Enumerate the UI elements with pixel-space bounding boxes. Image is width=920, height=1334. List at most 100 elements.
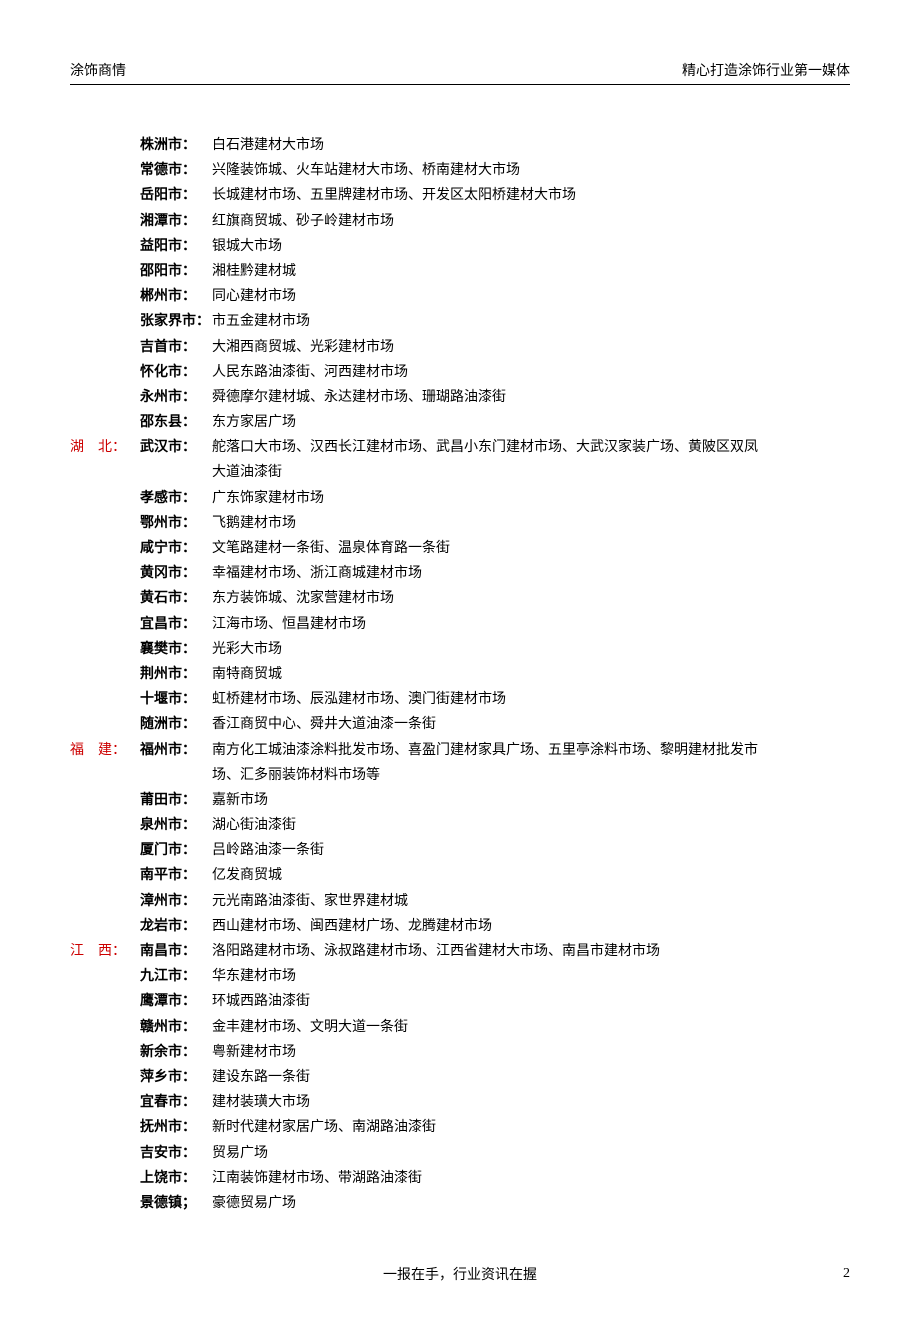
markets-text: 广东饰家建材市场 bbox=[212, 486, 850, 511]
markets-text: 银城大市场 bbox=[212, 234, 850, 259]
markets-text: 红旗商贸城、砂子岭建材市场 bbox=[212, 209, 850, 234]
entry-row: 占新余市：粤新建材市场 bbox=[70, 1040, 850, 1065]
entry-row: 占邵东县：东方家居广场 bbox=[70, 410, 850, 435]
entry-row: 福 建：福州市：南方化工城油漆涂料批发市场、喜盈门建材家具广场、五里亭涂料市场、… bbox=[70, 738, 850, 763]
province-label: 湖 北： bbox=[70, 435, 140, 460]
entry-row: 占宜春市：建材装璜大市场 bbox=[70, 1090, 850, 1115]
city-label: 武汉市： bbox=[140, 435, 212, 460]
city-label: 永州市： bbox=[140, 385, 212, 410]
city-label: 新余市： bbox=[140, 1040, 212, 1065]
city-label: 鄂州市： bbox=[140, 511, 212, 536]
entry-row: 占吉首市：大湘西商贸城、光彩建材市场 bbox=[70, 335, 850, 360]
markets-text: 东方家居广场 bbox=[212, 410, 850, 435]
markets-text: 亿发商贸城 bbox=[212, 863, 850, 888]
entry-row: 占厦门市：吕岭路油漆一条街 bbox=[70, 838, 850, 863]
page-number: 2 bbox=[810, 1266, 850, 1282]
page-header: 涂饰商情 精心打造涂饰行业第一媒体 bbox=[70, 60, 850, 85]
entry-row: 占郴州市：同心建材市场 bbox=[70, 284, 850, 309]
city-label: 邵东县： bbox=[140, 410, 212, 435]
city-label: 上饶市： bbox=[140, 1166, 212, 1191]
entry-row: 占湘潭市：红旗商贸城、砂子岭建材市场 bbox=[70, 209, 850, 234]
markets-text: 吕岭路油漆一条街 bbox=[212, 838, 850, 863]
markets-text: 长城建材市场、五里牌建材市场、开发区太阳桥建材大市场 bbox=[212, 183, 850, 208]
city-label: 福州市： bbox=[140, 738, 212, 763]
entry-row-continuation: 场、汇多丽装饰材料市场等 bbox=[70, 763, 850, 788]
city-label: 荆州市： bbox=[140, 662, 212, 687]
province-label: 福 建： bbox=[70, 738, 140, 763]
city-label: 黄石市： bbox=[140, 586, 212, 611]
city-label: 赣州市： bbox=[140, 1015, 212, 1040]
markets-text: 白石港建材大市场 bbox=[212, 133, 850, 158]
province-label: 江 西： bbox=[70, 939, 140, 964]
markets-text: 同心建材市场 bbox=[212, 284, 850, 309]
markets-text: 建材装璜大市场 bbox=[212, 1090, 850, 1115]
entry-row: 江 西：南昌市：洛阳路建材市场、泳叔路建材市场、江西省建材大市场、南昌市建材市场 bbox=[70, 939, 850, 964]
entry-row: 占株洲市：白石港建材大市场 bbox=[70, 133, 850, 158]
entry-row: 占莆田市：嘉新市场 bbox=[70, 788, 850, 813]
city-label: 景德镇； bbox=[140, 1191, 212, 1216]
document-body: 占株洲市：白石港建材大市场占常德市：兴隆装饰城、火车站建材大市场、桥南建材大市场… bbox=[70, 133, 850, 1216]
city-label: 孝感市： bbox=[140, 486, 212, 511]
markets-text: 文笔路建材一条街、温泉体育路一条街 bbox=[212, 536, 850, 561]
entry-row: 占吉安市：贸易广场 bbox=[70, 1141, 850, 1166]
city-label: 怀化市： bbox=[140, 360, 212, 385]
city-label: 随洲市： bbox=[140, 712, 212, 737]
markets-text: 大湘西商贸城、光彩建材市场 bbox=[212, 335, 850, 360]
entry-row: 占泉州市：湖心街油漆街 bbox=[70, 813, 850, 838]
city-label: 襄樊市： bbox=[140, 637, 212, 662]
entry-row: 占萍乡市：建设东路一条街 bbox=[70, 1065, 850, 1090]
city-label: 宜昌市： bbox=[140, 612, 212, 637]
markets-text: 舜德摩尔建材城、永达建材市场、珊瑚路油漆街 bbox=[212, 385, 850, 410]
entry-row: 占张家界市：市五金建材市场 bbox=[70, 309, 850, 334]
markets-text: 东方装饰城、沈家营建材市场 bbox=[212, 586, 850, 611]
markets-text: 金丰建材市场、文明大道一条街 bbox=[212, 1015, 850, 1040]
entry-row: 占邵阳市：湘桂黔建材城 bbox=[70, 259, 850, 284]
entry-row: 占益阳市：银城大市场 bbox=[70, 234, 850, 259]
city-label: 咸宁市： bbox=[140, 536, 212, 561]
entry-row: 占宜昌市：江海市场、恒昌建材市场 bbox=[70, 612, 850, 637]
city-label: 邵阳市： bbox=[140, 259, 212, 284]
document-page: 涂饰商情 精心打造涂饰行业第一媒体 占株洲市：白石港建材大市场占常德市：兴隆装饰… bbox=[0, 0, 920, 1334]
entry-row: 占黄冈市：幸福建材市场、浙江商城建材市场 bbox=[70, 561, 850, 586]
markets-text: 市五金建材市场 bbox=[212, 309, 850, 334]
entry-row: 占永州市：舜德摩尔建材城、永达建材市场、珊瑚路油漆街 bbox=[70, 385, 850, 410]
entry-row: 占南平市：亿发商贸城 bbox=[70, 863, 850, 888]
entry-row: 占常德市：兴隆装饰城、火车站建材大市场、桥南建材大市场 bbox=[70, 158, 850, 183]
entry-row: 湖 北：武汉市：舵落口大市场、汉西长江建材市场、武昌小东门建材市场、大武汉家装广… bbox=[70, 435, 850, 460]
entry-row: 占赣州市：金丰建材市场、文明大道一条街 bbox=[70, 1015, 850, 1040]
city-label: 湘潭市： bbox=[140, 209, 212, 234]
entry-row: 占鄂州市：飞鹅建材市场 bbox=[70, 511, 850, 536]
city-label: 抚州市： bbox=[140, 1115, 212, 1140]
city-label: 十堰市： bbox=[140, 687, 212, 712]
entry-row: 占十堰市：虹桥建材市场、辰泓建材市场、澳门街建材市场 bbox=[70, 687, 850, 712]
city-label: 厦门市： bbox=[140, 838, 212, 863]
entry-row-continuation: 大道油漆街 bbox=[70, 460, 850, 485]
markets-text: 南特商贸城 bbox=[212, 662, 850, 687]
city-label: 漳州市： bbox=[140, 889, 212, 914]
entry-row: 占孝感市：广东饰家建材市场 bbox=[70, 486, 850, 511]
markets-text: 湖心街油漆街 bbox=[212, 813, 850, 838]
markets-text: 洛阳路建材市场、泳叔路建材市场、江西省建材大市场、南昌市建材市场 bbox=[212, 939, 850, 964]
entry-row: 占黄石市：东方装饰城、沈家营建材市场 bbox=[70, 586, 850, 611]
city-label: 吉安市： bbox=[140, 1141, 212, 1166]
header-left-text: 涂饰商情 bbox=[70, 60, 126, 80]
city-label: 萍乡市： bbox=[140, 1065, 212, 1090]
markets-continuation: 场、汇多丽装饰材料市场等 bbox=[70, 763, 380, 788]
markets-text: 飞鹅建材市场 bbox=[212, 511, 850, 536]
markets-text: 贸易广场 bbox=[212, 1141, 850, 1166]
city-label: 株洲市： bbox=[140, 133, 212, 158]
entry-row: 占漳州市：元光南路油漆街、家世界建材城 bbox=[70, 889, 850, 914]
markets-text: 舵落口大市场、汉西长江建材市场、武昌小东门建材市场、大武汉家装广场、黄陂区双凤 bbox=[212, 435, 850, 460]
markets-text: 嘉新市场 bbox=[212, 788, 850, 813]
city-label: 南平市： bbox=[140, 863, 212, 888]
entry-row: 占鹰潭市：环城西路油漆街 bbox=[70, 989, 850, 1014]
city-label: 莆田市： bbox=[140, 788, 212, 813]
markets-text: 光彩大市场 bbox=[212, 637, 850, 662]
markets-text: 江海市场、恒昌建材市场 bbox=[212, 612, 850, 637]
city-label: 九江市： bbox=[140, 964, 212, 989]
entry-row: 占景德镇；豪德贸易广场 bbox=[70, 1191, 850, 1216]
city-label: 宜春市： bbox=[140, 1090, 212, 1115]
city-label: 益阳市： bbox=[140, 234, 212, 259]
markets-text: 建设东路一条街 bbox=[212, 1065, 850, 1090]
markets-text: 粤新建材市场 bbox=[212, 1040, 850, 1065]
